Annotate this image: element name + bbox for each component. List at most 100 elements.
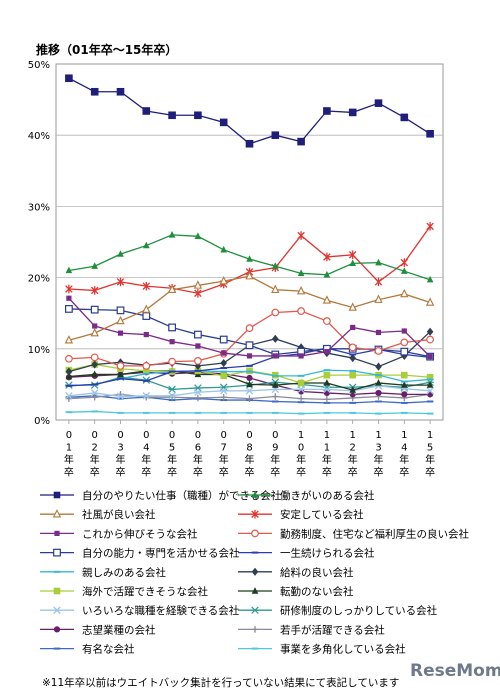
x-tick-char: 卒	[167, 466, 177, 479]
x-tick-char: 卒	[116, 466, 126, 479]
legend-label: 有名な会社	[82, 643, 135, 656]
x-tick-char: 0	[117, 430, 123, 441]
marker	[168, 230, 176, 238]
marker	[400, 258, 409, 267]
marker	[91, 360, 98, 369]
marker	[245, 324, 254, 333]
marker	[117, 250, 124, 257]
marker	[323, 107, 331, 115]
marker	[297, 137, 305, 146]
x-tick-char: 卒	[141, 466, 151, 479]
marker	[323, 379, 331, 386]
legend-label: 研修制度のしっかりしている会社	[280, 604, 438, 617]
marker	[375, 329, 382, 336]
x-tick-label: 0 5年卒	[167, 430, 177, 479]
legend-label: 志望業種の会社	[82, 623, 156, 636]
marker	[91, 370, 98, 378]
legend-item: いろいろな職種を経験できる会社	[40, 604, 240, 617]
x-tick-char: 年	[141, 453, 151, 466]
marker	[375, 362, 382, 371]
x-tick-char: 年	[322, 453, 332, 466]
x-tick-char: 0	[143, 430, 149, 441]
series-0	[65, 74, 434, 148]
marker	[220, 358, 227, 368]
marker	[65, 372, 73, 380]
marker	[142, 304, 151, 313]
marker	[426, 373, 434, 381]
legend-label: 海外で活躍できそうな会社	[82, 585, 208, 598]
legend-item: 自分のやりたい仕事（職種）ができる会社	[40, 489, 282, 502]
marker	[272, 353, 278, 359]
marker	[400, 347, 409, 356]
legend-label: 事業を多角化している会社	[280, 643, 406, 656]
marker	[168, 385, 176, 394]
x-tick-label: 1 4年卒	[399, 430, 409, 479]
marker-stroke	[245, 387, 254, 395]
marker	[193, 280, 203, 289]
marker	[194, 288, 202, 298]
marker	[374, 347, 383, 355]
marker	[142, 392, 151, 400]
legend-label: 自分の能力・専門を活かせる会社	[82, 547, 240, 560]
marker	[375, 379, 382, 386]
marker	[272, 381, 279, 388]
marker	[323, 317, 331, 325]
x-tick-char: 卒	[90, 466, 100, 479]
marker	[143, 367, 150, 375]
x-tick-char: 3	[375, 443, 381, 454]
marker	[426, 222, 434, 231]
marker	[116, 315, 125, 325]
marker	[426, 381, 434, 388]
marker	[323, 252, 331, 262]
marker	[271, 284, 280, 293]
marker	[53, 606, 61, 614]
legend-item: 有名な会社	[40, 643, 135, 656]
legend-item: 社風が良い会社	[40, 508, 156, 521]
marker	[374, 277, 383, 287]
marker	[246, 255, 253, 262]
marker	[401, 381, 408, 388]
x-tick-char: 卒	[348, 466, 358, 479]
x-tick-char: 7	[221, 443, 227, 454]
marker-stroke	[142, 392, 151, 400]
x-tick-label: 0 7年卒	[219, 430, 229, 479]
marker	[246, 353, 253, 359]
x-tick-char: 5	[169, 443, 175, 454]
x-tick-char: 1	[375, 430, 381, 441]
x-tick-char: 年	[193, 453, 203, 466]
x-tick-char: 4	[143, 443, 149, 454]
marker	[348, 108, 357, 117]
x-tick-char: 年	[399, 453, 409, 466]
chart-title: 推移（01年卒～15年卒）	[36, 42, 177, 57]
x-tick-char: 年	[116, 453, 126, 466]
legend-item: 研修制度のしっかりしている会社	[238, 604, 438, 617]
marker	[251, 606, 259, 614]
marker	[251, 626, 259, 633]
x-tick-char: 2	[350, 443, 356, 454]
legend-item: 若手が活躍できる会社	[238, 623, 385, 636]
x-tick-label: 0 6年卒	[193, 430, 203, 479]
x-tick-char: 9	[272, 443, 278, 454]
marker	[245, 387, 254, 395]
x-tick-char: 年	[374, 453, 384, 466]
marker	[272, 334, 279, 343]
marker-stroke	[426, 387, 434, 395]
x-tick-label: 11年卒	[322, 430, 332, 479]
marker	[251, 491, 259, 498]
marker	[54, 530, 60, 536]
x-tick-char: 年	[245, 453, 255, 466]
marker	[297, 395, 305, 402]
legend-label: 転勤のない会社	[280, 585, 354, 598]
marker	[53, 587, 61, 595]
marker	[52, 509, 62, 518]
legend-item: 一生続けられる会社	[238, 547, 375, 560]
marker-stroke	[323, 385, 331, 394]
y-axis: 0% 10% 20% 30% 40% 50%	[28, 60, 50, 427]
legend-item: 親しみのある会社	[40, 566, 166, 579]
legend-item: 自分の能力・専門を活かせる会社	[40, 547, 240, 560]
x-tick-label: 1 0年卒	[296, 430, 306, 479]
x-tick-char: 年	[270, 453, 280, 466]
legend-item: 安定している会社	[238, 508, 364, 521]
x-tick-char: 1	[350, 430, 356, 441]
x-tick-label: 1 2年卒	[348, 430, 358, 479]
